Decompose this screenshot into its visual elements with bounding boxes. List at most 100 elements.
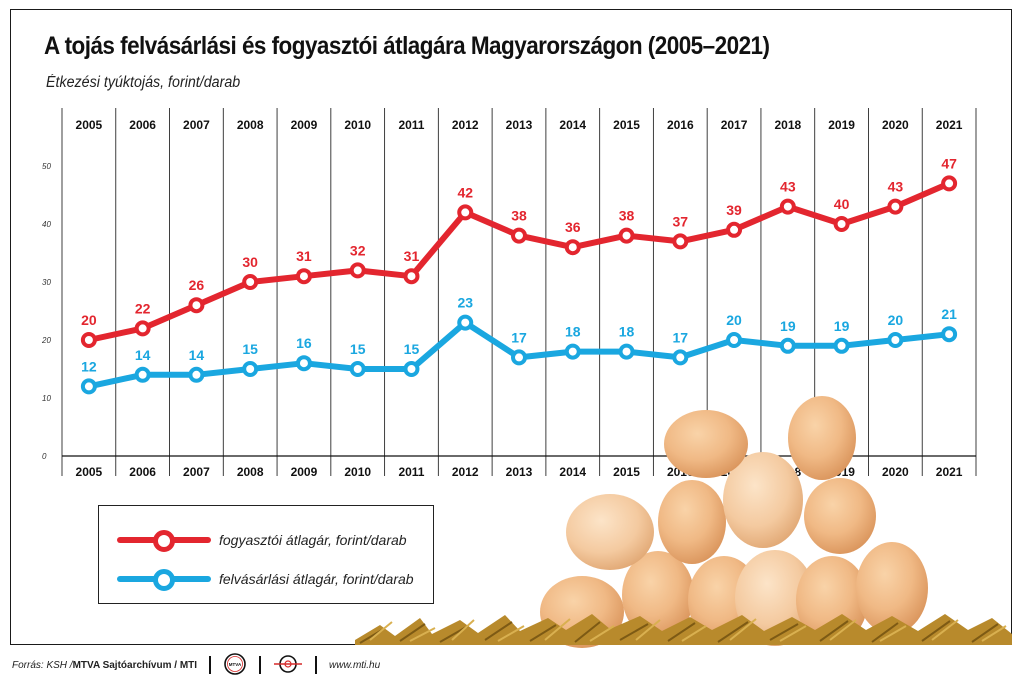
legend-label: fogyasztói átlagár, forint/darab [219, 532, 407, 548]
data-point [726, 221, 743, 238]
data-label: 42 [457, 184, 473, 200]
data-point [726, 332, 743, 348]
data-label: 21 [941, 306, 957, 322]
x-tick-label-bottom: 2014 [559, 465, 586, 479]
data-point [833, 337, 850, 354]
egg [856, 542, 928, 634]
x-tick-label-bottom: 2008 [237, 465, 264, 479]
data-label: 14 [135, 347, 151, 363]
divider [315, 656, 318, 674]
data-label: 47 [941, 155, 957, 171]
website-link[interactable]: www.mti.hu [329, 659, 381, 671]
x-tick-label-bottom: 2009 [291, 465, 318, 479]
data-point [295, 355, 312, 372]
data-point [349, 262, 366, 279]
x-tick-label-top: 2016 [667, 118, 694, 132]
y-tick-label: 40 [42, 220, 51, 229]
x-tick-label-top: 2006 [129, 118, 156, 132]
data-point [618, 343, 635, 360]
data-label: 43 [888, 179, 904, 195]
data-label: 20 [888, 312, 904, 328]
data-point [779, 337, 796, 354]
footer: Forrás: KSH / MTVA Sajtóarchívum / MTI M… [12, 652, 381, 675]
egg [804, 478, 876, 554]
y-tick-label: 0 [42, 452, 47, 461]
egg [658, 480, 726, 564]
x-tick-label-top: 2017 [721, 118, 748, 132]
data-label: 15 [350, 341, 366, 357]
legend-marker-blue [117, 567, 211, 591]
x-tick-label-top: 2020 [882, 118, 909, 132]
data-label: 20 [81, 312, 97, 328]
data-point [188, 297, 205, 314]
series-lines [80, 175, 958, 395]
data-label: 15 [242, 341, 258, 357]
x-axis-ticks-bottom: 2005 2006 2007 2008 2009 2010 2011 2012 2013 2014… [76, 465, 963, 479]
legend-item-consumer: fogyasztói átlagár, forint/darab [117, 528, 407, 552]
x-tick-label-top: 2007 [183, 118, 210, 132]
data-point [80, 378, 97, 395]
data-point [887, 332, 904, 348]
x-tick-label-top: 2011 [398, 118, 424, 132]
mtva-logo: MTVA [223, 652, 247, 678]
data-label: 31 [296, 248, 312, 264]
data-point [779, 198, 796, 215]
x-axis-ticks-top: 2005 2006 2007 2008 2009 2010 2011 2012 2013 2014… [76, 118, 963, 132]
y-tick-label: 50 [42, 162, 51, 171]
legend: fogyasztói átlagár, forint/darab felvásá… [98, 505, 434, 604]
svg-text:MTVA: MTVA [229, 662, 242, 667]
y-tick-label: 10 [42, 394, 51, 403]
data-point [134, 366, 151, 383]
data-label: 17 [673, 329, 689, 345]
data-point [941, 175, 958, 192]
x-tick-label-top: 2018 [774, 118, 801, 132]
data-point [295, 268, 312, 285]
x-tick-label-bottom: 2007 [183, 465, 210, 479]
divider [209, 656, 212, 674]
x-tick-label-top: 2014 [559, 118, 586, 132]
data-point [188, 366, 205, 383]
x-tick-label-top: 2008 [237, 118, 264, 132]
data-label: 18 [619, 324, 635, 340]
data-label: 32 [350, 242, 366, 258]
data-point [672, 349, 689, 366]
data-label: 22 [135, 300, 151, 316]
x-tick-label-bottom: 2006 [129, 465, 156, 479]
x-tick-label-bottom: 2013 [506, 465, 533, 479]
data-point [457, 314, 474, 331]
data-labels: 20 22 26 30 31 32 31 42 38 36 38 37 39 43 40 43 47 12 14 14… [81, 155, 957, 374]
data-point [618, 227, 635, 244]
data-point [134, 320, 151, 337]
data-label: 38 [619, 208, 635, 224]
data-label: 15 [404, 341, 420, 357]
legend-label: felvásárlási átlagár, forint/darab [219, 571, 414, 587]
data-point [564, 343, 581, 360]
x-tick-label-top: 2021 [936, 118, 963, 132]
data-label: 43 [780, 179, 796, 195]
x-tick-label-top: 2012 [452, 118, 479, 132]
data-point [564, 239, 581, 256]
x-tick-label-top: 2009 [291, 118, 318, 132]
data-point [887, 198, 904, 215]
data-point [242, 274, 259, 290]
data-label: 36 [565, 219, 581, 235]
legend-marker-red [117, 528, 211, 552]
x-tick-label-bottom: 2012 [452, 465, 479, 479]
data-point [672, 233, 689, 250]
data-label: 37 [673, 213, 689, 229]
x-tick-label-top: 2013 [506, 118, 533, 132]
data-point [511, 227, 527, 244]
data-label: 18 [565, 324, 581, 340]
divider [259, 656, 262, 674]
legend-item-purchase: felvásárlási átlagár, forint/darab [117, 567, 414, 591]
x-tick-label-top: 2010 [344, 118, 371, 132]
data-label: 40 [834, 196, 850, 212]
egg [723, 452, 803, 548]
x-tick-label-bottom: 2005 [76, 465, 103, 479]
data-label: 19 [834, 318, 850, 334]
data-label: 23 [457, 295, 473, 311]
eggs-illustration [355, 396, 1012, 648]
x-tick-label-bottom: 2011 [398, 465, 424, 479]
data-label: 38 [511, 208, 527, 224]
